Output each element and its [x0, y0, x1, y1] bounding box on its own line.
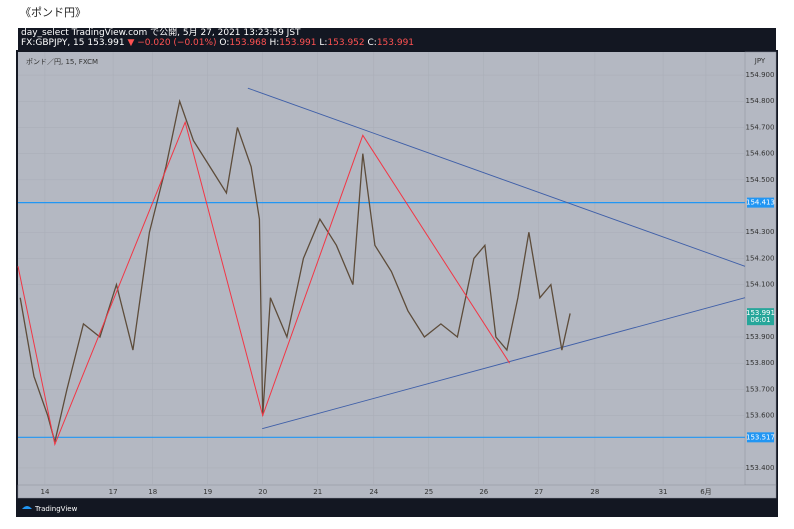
time-axis [17, 484, 777, 499]
price-tag-label: 154.413 [746, 199, 775, 207]
x-tick-label: 25 [424, 488, 433, 496]
quote: FX:GBPJPY, 15 153.991 ▼ −0.020 (−0.01%) … [21, 38, 776, 48]
published: day_select TradingView.com で公開, 5月 27, 2… [21, 28, 301, 38]
quote-part: C: [367, 38, 377, 48]
brand: TradingView [34, 505, 78, 513]
logo [22, 506, 32, 509]
x-tick-label: 20 [258, 488, 267, 496]
x-tick-label: 6月 [700, 488, 711, 496]
quote-part: O: [219, 38, 230, 48]
quote-part: ▼ −0.020 (−0.01%) [127, 38, 220, 48]
plot-area [18, 52, 745, 485]
quote-part: H: [269, 38, 280, 48]
y-tick-label: 154.900 [746, 71, 775, 79]
x-tick-label: 27 [534, 488, 543, 496]
zigzag [17, 120, 511, 447]
y-tick-label: 154.100 [746, 281, 775, 289]
x-tick-label: 19 [203, 488, 212, 496]
y-tick-label: 153.700 [746, 385, 775, 393]
header-bar: day_select TradingView.com で公開, 5月 27, 2… [18, 28, 776, 50]
y-tick-label: 154.700 [746, 123, 775, 131]
x-tick-label: 28 [590, 488, 599, 496]
x-tick-label: 31 [659, 488, 668, 496]
trend-line [247, 87, 746, 267]
price-line [19, 98, 571, 442]
quote-part: 153.952 [327, 38, 368, 48]
y-tick-label: 154.200 [746, 254, 775, 262]
trend-line [262, 297, 746, 430]
x-tick-label: 24 [369, 488, 378, 496]
countdown: 06:01 [750, 316, 770, 324]
y-tick-label: 154.600 [746, 150, 775, 158]
y-tick-label: 154.800 [746, 97, 775, 105]
x-tick-label: 17 [109, 488, 118, 496]
legend: ポンド／円, 15, FXCM [26, 58, 98, 66]
price-tag [747, 197, 774, 208]
x-tick-label: 26 [479, 488, 488, 496]
y-tick-label: 153.900 [746, 333, 775, 341]
quote-part: 153.991 [376, 38, 415, 48]
price-tag [747, 432, 774, 443]
y-tick-label: 154.300 [746, 228, 775, 236]
price-tag-label: 153.991 [746, 309, 775, 317]
y-tick-label: 153.400 [746, 464, 775, 472]
price-tag [747, 308, 774, 326]
x-tick-label: 21 [313, 488, 322, 496]
y-tick-label: 153.600 [746, 412, 775, 420]
y-tick-label: 154.500 [746, 176, 775, 184]
price-axis [744, 51, 777, 486]
x-tick-label: 14 [40, 488, 49, 496]
currency: JPY [754, 57, 766, 65]
quote-part: 153.968 [229, 38, 270, 48]
quote-part: L: [319, 38, 328, 48]
price-tag-label: 153.517 [746, 433, 775, 441]
x-tick-label: 18 [148, 488, 157, 496]
caption: 《ポンド円》 [20, 6, 86, 19]
quote-part: 153.991 [279, 38, 320, 48]
y-tick-label: 153.800 [746, 359, 775, 367]
quote-part: FX:GBPJPY, 15 153.991 [21, 38, 128, 48]
